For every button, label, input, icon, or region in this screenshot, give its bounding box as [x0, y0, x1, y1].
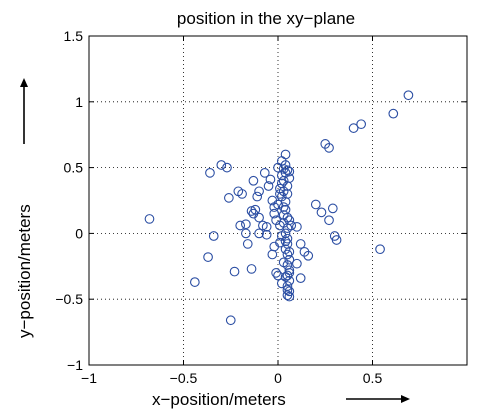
data-point — [261, 221, 272, 232]
data-point — [189, 277, 200, 287]
axis-ticks: −1 −0.5 0 0.5 −1 −0.5 0 0.5 1 1.5 — [55, 28, 467, 386]
data-point — [263, 181, 274, 191]
data-point — [254, 186, 264, 197]
data-point — [275, 220, 285, 231]
data-point — [261, 229, 272, 240]
data-point — [284, 215, 295, 226]
data-point — [235, 220, 246, 231]
y-label-arrow — [20, 78, 28, 144]
data-point — [316, 207, 327, 218]
data-point — [248, 175, 259, 186]
data-point — [282, 281, 293, 291]
data-point — [242, 239, 253, 249]
data-point — [282, 270, 293, 281]
data-point — [280, 271, 291, 282]
data-point — [303, 250, 314, 261]
data-point — [250, 204, 261, 215]
data-point — [216, 160, 227, 170]
data-point — [276, 178, 287, 189]
data-point — [292, 221, 302, 232]
data-point — [324, 215, 334, 226]
data-point — [237, 189, 247, 199]
data-point — [295, 239, 306, 249]
data-point — [356, 119, 367, 130]
data-point — [282, 285, 293, 295]
data-point — [241, 219, 251, 230]
data-point — [229, 266, 240, 277]
data-point — [280, 236, 291, 247]
y-tick-label: 1.5 — [64, 28, 84, 44]
data-point — [388, 108, 399, 119]
data-point — [205, 168, 215, 178]
data-point — [273, 270, 283, 281]
data-point — [203, 252, 213, 262]
data-point — [278, 257, 289, 268]
x-axis-label: x−position/meters — [152, 390, 286, 409]
data-point — [252, 191, 263, 202]
chart-title: position in the xy−plane — [177, 9, 355, 28]
data-point — [278, 202, 289, 212]
data-point — [241, 228, 251, 239]
data-point — [348, 123, 359, 133]
y-tick-label: −0.5 — [55, 291, 83, 307]
data-point — [265, 174, 276, 185]
data-point — [292, 258, 302, 269]
data-point — [295, 273, 306, 283]
x-tick-label: −0.5 — [170, 370, 198, 386]
data-point — [282, 249, 293, 260]
y-tick-label: 0 — [75, 225, 83, 241]
data-point — [254, 228, 264, 239]
data-point — [144, 214, 155, 224]
x-tick-label: 0 — [274, 370, 282, 386]
data-point — [375, 244, 385, 255]
data-point — [269, 208, 280, 219]
data-point — [275, 189, 285, 199]
data-point — [282, 290, 293, 301]
data-point — [324, 143, 334, 153]
data-point — [280, 204, 291, 215]
data-point — [284, 291, 295, 302]
data-point — [403, 90, 414, 101]
data-point — [284, 254, 295, 265]
data-point — [284, 166, 295, 177]
data-point — [310, 199, 321, 210]
data-point — [284, 246, 295, 257]
data-point — [254, 212, 264, 223]
data-point — [208, 231, 219, 241]
data-point — [278, 210, 289, 220]
data-point — [327, 203, 338, 214]
data-point — [331, 235, 342, 245]
data-point — [267, 249, 278, 260]
data-point — [225, 315, 236, 326]
data-point — [224, 193, 234, 203]
x-tick-label: 0.5 — [363, 370, 383, 386]
y-tick-label: 0.5 — [64, 160, 84, 176]
data-point — [273, 199, 283, 210]
x-tick-label: −1 — [81, 370, 97, 386]
data-point — [259, 168, 270, 178]
y-tick-label: 1 — [75, 94, 83, 110]
data-point — [271, 268, 281, 278]
data-point — [275, 237, 285, 248]
scatter-points — [144, 90, 414, 326]
data-point — [280, 149, 291, 160]
data-point — [282, 233, 293, 244]
y-tick-label: −1 — [67, 357, 83, 373]
data-point — [222, 162, 232, 173]
data-point — [286, 220, 297, 231]
data-point — [246, 264, 257, 274]
y-axis-label: y−position/meters — [15, 204, 34, 338]
x-label-arrow — [346, 395, 410, 403]
